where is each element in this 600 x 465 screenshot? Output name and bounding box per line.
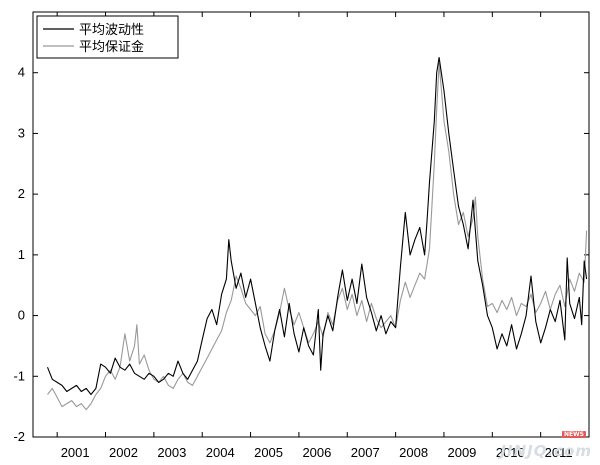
- y-axis-ticks: -2 -1 0 1 2 3 4: [13, 65, 589, 444]
- legend: 平均波动性 平均保证金: [36, 15, 179, 59]
- legend-box: [36, 15, 179, 59]
- x-tick-label: 2003: [157, 445, 186, 460]
- y-tick-label: 1: [18, 247, 25, 262]
- x-tick-label: 2007: [351, 445, 380, 460]
- y-tick-label: -1: [13, 368, 25, 383]
- y-tick-label: 2: [18, 186, 25, 201]
- x-tick-label: 2005: [254, 445, 283, 460]
- x-tick-label: 2010: [496, 445, 525, 460]
- y-tick-label: 4: [18, 65, 25, 80]
- watermark-badge: NEWS: [561, 431, 586, 438]
- x-tick-label: 2002: [109, 445, 138, 460]
- watermark-text: JINJQ.com: [500, 442, 592, 460]
- x-axis-ticks: 2001 2002 2003 2004 2005 2006 2007 2008 2009 2010…: [56, 12, 573, 460]
- series-line-margin: [47, 63, 588, 411]
- x-tick-label: 2006: [302, 445, 331, 460]
- x-tick-label: 2008: [399, 445, 428, 460]
- x-tick-label: 2004: [206, 445, 235, 460]
- site-watermark: JINJQ.com NEWS: [500, 431, 592, 461]
- series-line-volatility: [46, 56, 588, 396]
- series-layer: [46, 56, 588, 411]
- y-tick-label: -2: [13, 429, 25, 444]
- x-tick-label: 2011: [545, 445, 573, 460]
- legend-label-volatility: 平均波动性: [79, 23, 144, 38]
- plot-area-frame: [32, 11, 590, 438]
- y-tick-label: 3: [18, 125, 25, 140]
- x-tick-label: 2001: [61, 445, 90, 460]
- legend-label-margin: 平均保证金: [79, 39, 144, 55]
- y-tick-label: 0: [18, 308, 25, 323]
- x-tick-label: 2009: [447, 445, 476, 460]
